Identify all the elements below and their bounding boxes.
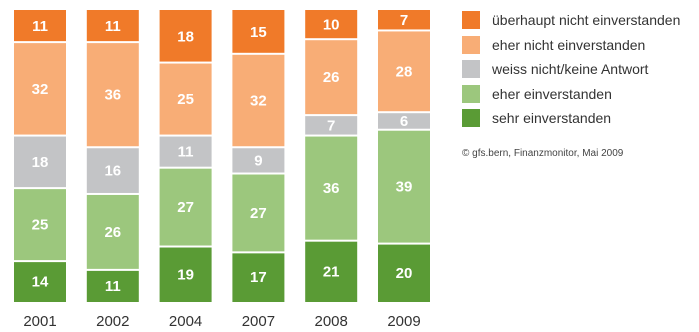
- data-label: 14: [32, 274, 49, 291]
- legend-item: überhaupt nicht einverstanden: [462, 8, 698, 33]
- data-label: 19: [177, 266, 194, 283]
- legend: überhaupt nicht einverstanden eher nicht…: [462, 8, 698, 131]
- bar-segment: [14, 10, 66, 42]
- source-note: © gfs.bern, Finanzmonitor, Mai 2009: [462, 148, 624, 159]
- data-label: 7: [400, 12, 408, 29]
- bar-segment: [232, 253, 285, 302]
- bar-segment: [159, 168, 212, 246]
- x-tick-label: 2009: [387, 313, 420, 330]
- legend-item: eher einverstanden: [462, 82, 698, 107]
- data-label: 39: [396, 179, 413, 196]
- bar-segment: [14, 262, 66, 302]
- bar-segment: [159, 63, 212, 135]
- bar-segment: [378, 31, 430, 112]
- bar-segment: [159, 247, 212, 302]
- bar-segment: [14, 43, 66, 135]
- bar-segment: [305, 136, 358, 240]
- bar-segment: [86, 43, 139, 147]
- x-tick-label: 2001: [23, 313, 56, 330]
- bar-segment: [86, 270, 139, 302]
- legend-swatch: [462, 60, 480, 79]
- bar-segment: [378, 113, 430, 129]
- data-label: 18: [177, 28, 194, 45]
- data-label: 17: [250, 269, 267, 286]
- x-tick-label: 2004: [169, 313, 202, 330]
- legend-item: sehr einverstanden: [462, 106, 698, 131]
- legend-label: weiss nicht/keine Antwort: [492, 61, 649, 78]
- bar-segment: [232, 148, 285, 173]
- bar-segment: [378, 244, 430, 302]
- bar-segment: [14, 136, 66, 188]
- bar-segment: [159, 136, 212, 167]
- bar-segment: [378, 10, 430, 30]
- bar-segment: [86, 194, 139, 269]
- data-label: 26: [104, 224, 121, 241]
- legend-label: eher nicht einverstanden: [492, 36, 646, 53]
- data-label: 20: [396, 265, 413, 282]
- legend-swatch: [462, 109, 480, 128]
- bar-segment: [305, 10, 358, 39]
- data-label: 27: [177, 199, 194, 216]
- bar-segment: [232, 174, 285, 252]
- data-label: 6: [400, 113, 408, 130]
- legend-swatch: [462, 35, 480, 54]
- legend-item: eher nicht einverstanden: [462, 33, 698, 58]
- bar-segment: [378, 130, 430, 243]
- legend-label: überhaupt nicht einverstanden: [492, 12, 681, 29]
- data-label: 15: [250, 24, 267, 41]
- data-label: 36: [323, 180, 340, 197]
- data-label: 27: [250, 205, 267, 222]
- data-label: 10: [323, 17, 340, 34]
- bar-segment: [305, 40, 358, 115]
- legend-swatch: [462, 84, 480, 103]
- data-label: 18: [32, 154, 49, 171]
- legend-label: sehr einverstanden: [492, 110, 612, 127]
- bar-segment: [86, 10, 139, 42]
- data-label: 11: [32, 18, 48, 35]
- data-label: 32: [250, 93, 267, 110]
- data-label: 21: [323, 263, 340, 280]
- data-label: 28: [396, 63, 413, 80]
- x-tick-label: 2008: [315, 313, 348, 330]
- bar-segment: [232, 54, 285, 147]
- data-label: 25: [32, 217, 49, 234]
- data-label: 11: [105, 278, 121, 295]
- bar-segment: [86, 148, 139, 193]
- data-label: 26: [323, 69, 340, 86]
- x-tick-label: 2007: [242, 313, 275, 330]
- data-label: 9: [254, 152, 262, 169]
- legend-label: eher einverstanden: [492, 85, 612, 102]
- x-tick-label: 2002: [96, 313, 129, 330]
- data-label: 11: [105, 18, 121, 35]
- data-label: 32: [32, 81, 49, 98]
- data-label: 16: [104, 163, 121, 180]
- bar-segment: [14, 189, 66, 261]
- data-label: 36: [104, 87, 121, 104]
- data-label: 7: [327, 117, 335, 134]
- data-label: 11: [178, 144, 194, 161]
- bar-segment: [305, 116, 358, 135]
- bar-segment: [305, 241, 358, 302]
- legend-swatch: [462, 11, 480, 30]
- legend-item: weiss nicht/keine Antwort: [462, 57, 698, 82]
- data-label: 25: [177, 91, 194, 108]
- bar-segment: [232, 10, 285, 53]
- bar-segment: [159, 10, 212, 62]
